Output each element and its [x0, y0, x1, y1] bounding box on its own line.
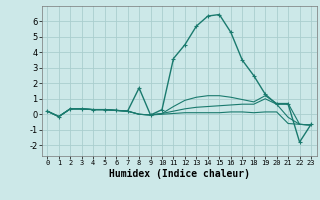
X-axis label: Humidex (Indice chaleur): Humidex (Indice chaleur): [109, 169, 250, 179]
